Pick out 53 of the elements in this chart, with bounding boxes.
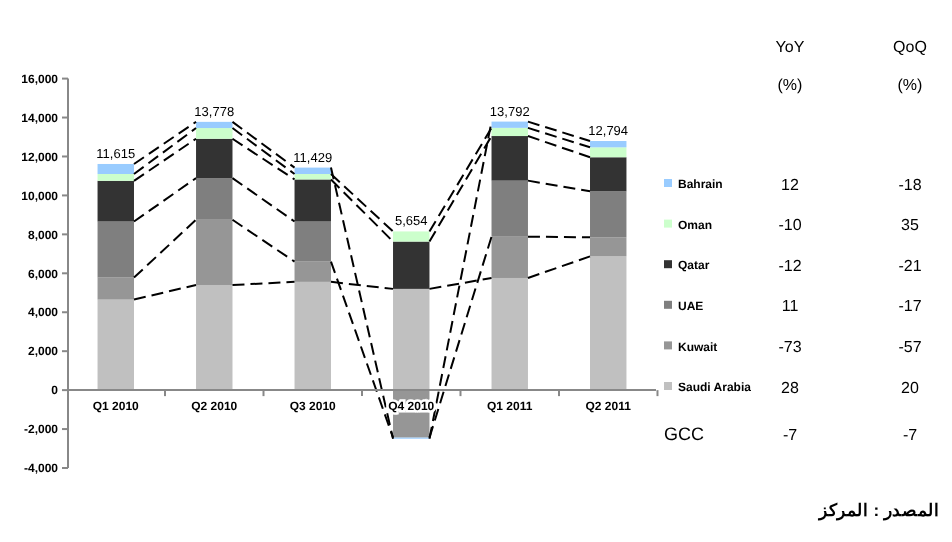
bar [97,277,134,300]
text: YoY [775,38,806,56]
bar [97,174,134,181]
bar [590,141,627,148]
bar [196,128,233,139]
text: -12 [778,256,803,275]
bar [491,180,528,237]
text: QoQ [893,38,927,56]
bar [491,136,528,181]
bar [393,241,430,289]
bar [196,219,233,285]
text: -18 [898,175,923,194]
text: 28 [781,378,800,397]
text: -7 [782,425,799,444]
bar [97,221,134,278]
bar [294,174,331,180]
bar [393,288,430,391]
bar [196,284,233,391]
bar [97,299,134,391]
bar [393,231,430,242]
bar [294,179,331,222]
text: 12 [781,175,800,194]
bar [97,163,134,174]
bar [294,281,331,391]
text: (%) [777,76,804,94]
text: GCC [664,424,705,445]
text: 35 [901,216,920,235]
bar [590,147,627,158]
bar [196,178,233,220]
text: -73 [778,338,803,356]
bar [491,277,528,391]
bar [294,221,331,262]
bar [590,256,627,391]
text: المصدر : المركز [816,500,940,522]
text: -21 [898,256,923,275]
bar [491,236,528,278]
text: -17 [898,297,923,316]
bar [196,121,233,129]
bar [590,237,627,257]
text: -57 [898,338,923,356]
bar [294,261,331,282]
text: (%) [897,76,924,94]
text: -7 [902,425,919,444]
bar [590,157,627,192]
bar [590,191,627,238]
bar [196,138,233,179]
text: -10 [778,216,803,235]
bar [97,180,134,222]
text: 20 [901,378,920,397]
bar [491,127,528,137]
bar [294,167,331,174]
bar [491,121,528,128]
text: 11 [781,297,800,316]
